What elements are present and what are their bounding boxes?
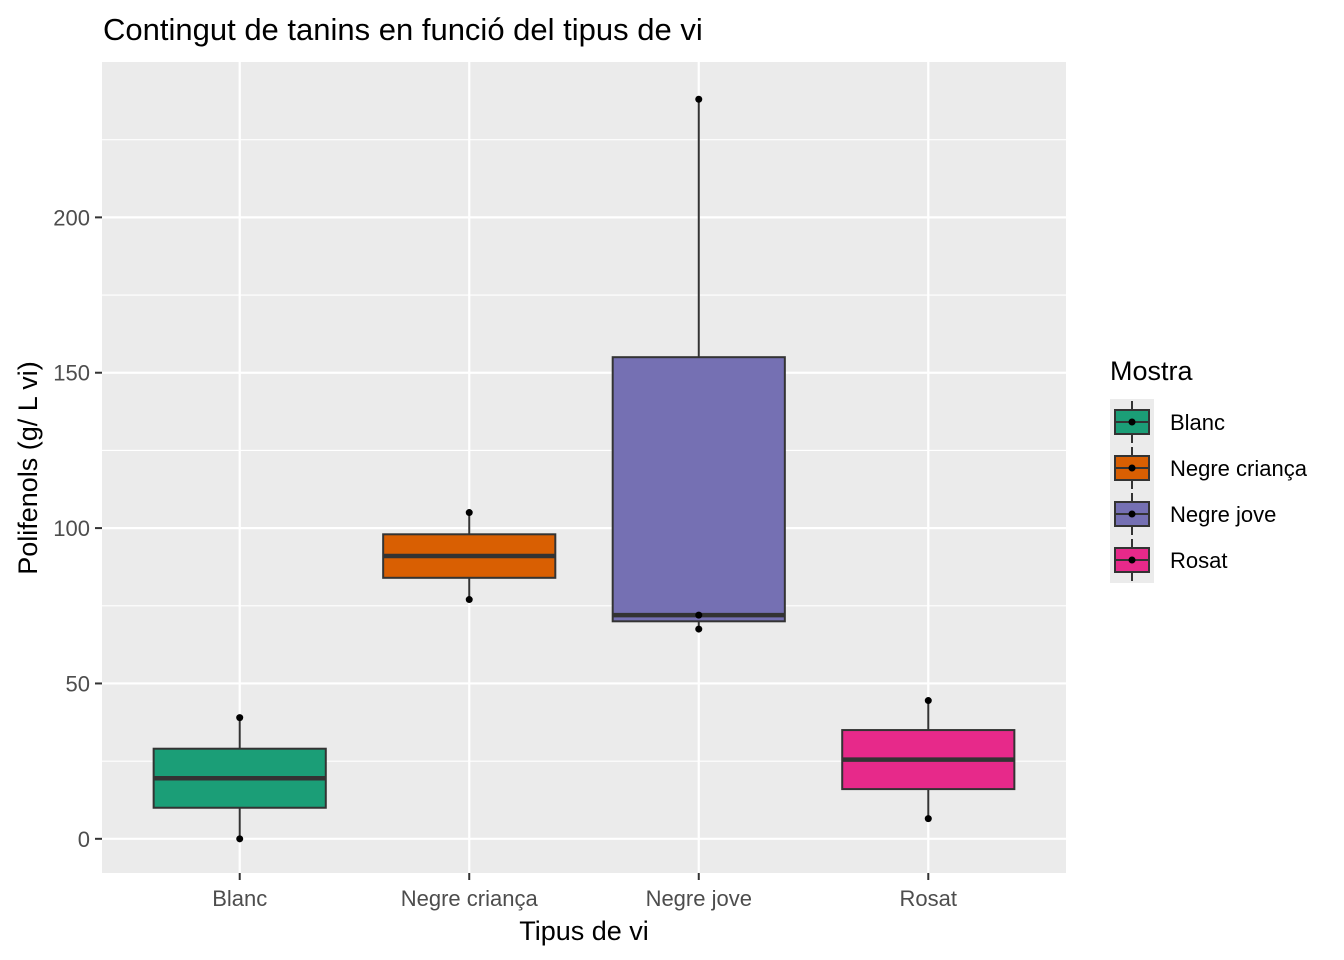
box-blanc — [152, 714, 327, 843]
x-axis-title: Tipus de vi — [519, 916, 649, 946]
legend-item: Blanc — [1110, 399, 1225, 445]
x-tick-label: Negre jove — [646, 886, 752, 911]
y-tick-label: 0 — [78, 827, 90, 852]
legend-item: Negre criança — [1110, 445, 1308, 491]
data-point — [695, 95, 703, 103]
data-point — [924, 815, 932, 823]
legend-key-point — [1128, 418, 1136, 426]
y-tick-label: 100 — [53, 516, 90, 541]
legend-label: Blanc — [1170, 410, 1225, 435]
data-point — [236, 835, 244, 843]
data-point — [695, 625, 703, 633]
data-point — [465, 509, 473, 517]
box-body — [611, 356, 786, 623]
data-point — [695, 611, 703, 619]
y-axis-title: Polifenols (g/ L vi) — [13, 361, 43, 575]
legend-key-point — [1128, 556, 1136, 564]
y-tick-label: 50 — [66, 671, 90, 696]
x-tick-label: Blanc — [212, 886, 267, 911]
y-tick-label: 200 — [53, 205, 90, 230]
legend-title: Mostra — [1110, 356, 1194, 386]
y-axis: 0 50 100 150 200 — [53, 205, 102, 852]
legend: Mostra Blanc Negre criança Negre jove Rosat — [1110, 356, 1308, 583]
data-point — [924, 697, 932, 705]
x-axis: Blanc Negre criança Negre jove Rosat — [212, 873, 957, 911]
data-point — [236, 714, 244, 722]
legend-item: Rosat — [1110, 537, 1227, 583]
box-negre-jove — [611, 95, 786, 633]
boxes — [152, 95, 1016, 843]
x-tick-label: Negre criança — [401, 886, 539, 911]
legend-label: Negre criança — [1170, 456, 1308, 481]
legend-key-point — [1128, 510, 1136, 518]
legend-label: Negre jove — [1170, 502, 1276, 527]
legend-label: Rosat — [1170, 548, 1227, 573]
x-tick-label: Rosat — [900, 886, 957, 911]
box-negre-crian-a — [382, 509, 557, 604]
y-tick-label: 150 — [53, 361, 90, 386]
box-rosat — [841, 697, 1016, 823]
data-point — [465, 596, 473, 604]
chart-title: Contingut de tanins en funció del tipus … — [103, 12, 703, 47]
legend-item: Negre jove — [1110, 491, 1276, 537]
legend-key-point — [1128, 464, 1136, 472]
